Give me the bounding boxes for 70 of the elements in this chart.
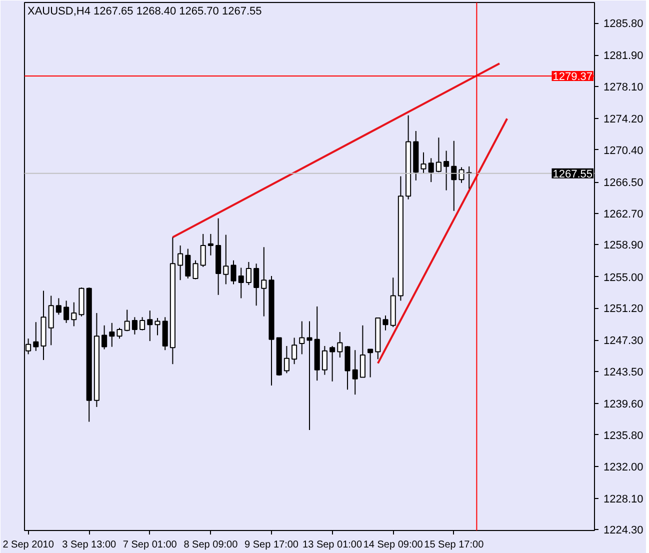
candlestick bbox=[154, 317, 160, 336]
candlestick bbox=[292, 337, 298, 365]
y-tick-label: 1285.80 bbox=[604, 18, 644, 30]
candlestick bbox=[178, 244, 184, 281]
y-tick-label: 1235.80 bbox=[604, 430, 644, 442]
x-tick-label: 3 Sep 13:00 bbox=[62, 540, 117, 550]
ref-line-label: 1267.55 bbox=[552, 168, 593, 180]
candlestick bbox=[458, 166, 464, 184]
candlestick bbox=[330, 345, 336, 382]
candlestick bbox=[185, 248, 191, 279]
y-tick-label: 1247.30 bbox=[604, 335, 644, 348]
y-tick-label: 1262.70 bbox=[604, 208, 644, 220]
candlestick bbox=[230, 260, 236, 285]
candlestick bbox=[428, 158, 434, 183]
candlestick bbox=[109, 322, 115, 348]
candlestick bbox=[116, 327, 122, 340]
candlestick bbox=[352, 350, 358, 396]
x-tick-label: 9 Sep 17:00 bbox=[244, 540, 299, 550]
y-tick-label: 1243.50 bbox=[604, 366, 644, 379]
candlestick bbox=[200, 233, 206, 268]
y-tick-label: 1258.90 bbox=[604, 240, 644, 252]
y-tick-label: 1255.00 bbox=[604, 272, 644, 284]
candlestick bbox=[192, 260, 198, 280]
chart-title: XAUUSD,H4 1267.65 1268.40 1265.70 1267.55 bbox=[28, 6, 262, 18]
y-tick-label: 1270.40 bbox=[604, 144, 644, 157]
candlestick bbox=[71, 302, 77, 327]
candlestick bbox=[261, 246, 267, 317]
candlestick bbox=[132, 316, 138, 335]
candlestick bbox=[140, 316, 146, 331]
candlestick bbox=[147, 310, 153, 342]
candlestick bbox=[337, 331, 343, 358]
candlestick bbox=[344, 345, 350, 390]
candlestick bbox=[299, 320, 305, 355]
y-tick-label: 1251.20 bbox=[604, 303, 644, 316]
candlestick bbox=[64, 300, 70, 324]
x-tick-label: 15 Sep 17:00 bbox=[424, 540, 484, 550]
candlestick bbox=[360, 324, 366, 378]
candlestick bbox=[223, 234, 229, 285]
candlestick bbox=[208, 233, 214, 256]
y-tick-label: 1224.30 bbox=[604, 524, 644, 537]
y-tick-label: 1266.50 bbox=[604, 177, 644, 190]
candlestick bbox=[444, 150, 450, 191]
x-tick-label: 13 Sep 01:00 bbox=[302, 540, 362, 550]
candlestick bbox=[56, 298, 62, 316]
ref-line-label: 1279.37 bbox=[552, 71, 593, 84]
candlestick bbox=[102, 324, 108, 350]
candlestick bbox=[322, 345, 328, 376]
candlestick bbox=[306, 320, 312, 431]
candlestick bbox=[451, 140, 457, 212]
candlestick bbox=[420, 152, 426, 174]
candlestick bbox=[382, 315, 388, 331]
candlestick bbox=[33, 322, 39, 352]
candlestick bbox=[246, 261, 252, 286]
y-tick-label: 1274.20 bbox=[604, 114, 644, 126]
y-tick-label: 1239.60 bbox=[604, 398, 644, 411]
x-tick-label: 8 Sep 09:00 bbox=[184, 540, 238, 550]
x-tick-label: 7 Sep 01:00 bbox=[122, 540, 178, 550]
y-tick-label: 1228.10 bbox=[604, 493, 644, 506]
y-tick-label: 1278.10 bbox=[604, 82, 644, 94]
candlestick bbox=[284, 345, 290, 374]
candlestick bbox=[124, 309, 130, 332]
x-tick-label: 2 Sep 2010 bbox=[2, 540, 54, 550]
y-tick-label: 1232.00 bbox=[604, 461, 644, 474]
candlestick bbox=[48, 295, 54, 346]
x-tick-label: 14 Sep 09:00 bbox=[363, 540, 424, 550]
candlestick bbox=[368, 348, 374, 378]
y-tick-label: 1281.90 bbox=[604, 50, 644, 62]
candlestick bbox=[254, 263, 260, 306]
candlestick bbox=[238, 267, 244, 299]
candlestick bbox=[436, 137, 442, 173]
